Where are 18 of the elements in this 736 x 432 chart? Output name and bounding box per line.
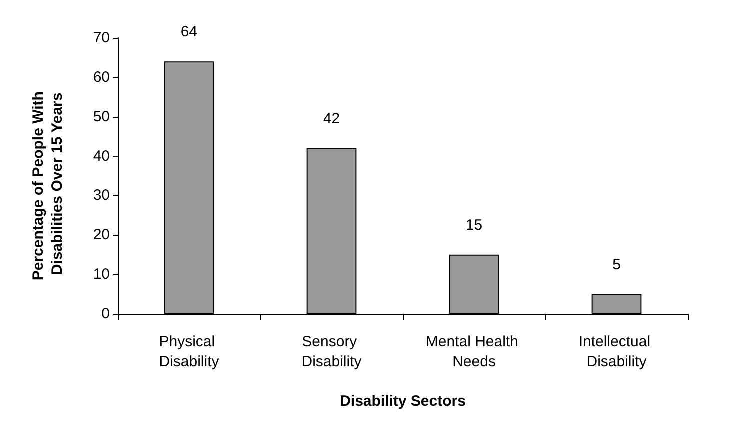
data-label: 42 xyxy=(323,110,340,128)
x-axis-title: Disability Sectors xyxy=(340,393,466,410)
x-tick-label: Sensory Disability xyxy=(302,334,362,370)
y-tick-label: 20 xyxy=(93,226,110,244)
y-tick-label: 30 xyxy=(93,187,110,204)
data-label: 5 xyxy=(612,256,621,274)
y-axis-title: Percentage of People With Disabilities Over 15 Years xyxy=(30,87,66,281)
data-label: 15 xyxy=(466,216,483,234)
data-label: 64 xyxy=(180,24,198,41)
x-tick-label: Intellectual Disability xyxy=(578,334,655,370)
y-tick-label: 70 xyxy=(93,30,110,46)
y-tick-label: 0 xyxy=(102,306,110,322)
y-tick-label: 40 xyxy=(93,148,110,165)
y-tick-label: 50 xyxy=(93,108,110,126)
x-tick-label: Mental Health Needs xyxy=(426,334,523,370)
x-tick-label: Physical Disability xyxy=(159,334,220,370)
y-tick-label: 10 xyxy=(93,266,110,284)
y-tick-label: 60 xyxy=(93,68,110,86)
